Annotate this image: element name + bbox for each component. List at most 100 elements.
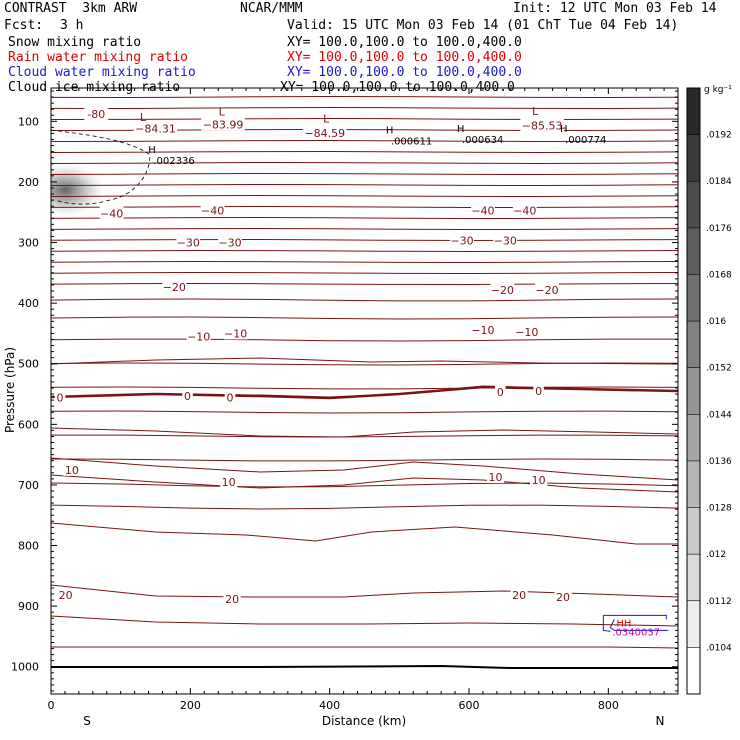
low-marker: L — [532, 105, 539, 118]
temperature-label: 10 — [222, 476, 236, 489]
temperature-label-bg — [530, 473, 548, 487]
isotherm-line — [51, 522, 678, 545]
temperature-label: 0 — [57, 392, 64, 405]
isotherm-line — [51, 427, 678, 438]
y-tick-label: 300 — [18, 237, 39, 250]
colorbar-segment — [687, 647, 700, 694]
x-axis-title: Distance (km) — [322, 714, 406, 728]
temperature-label-bg — [186, 329, 211, 343]
isotherm-line — [51, 161, 678, 165]
plot-frame — [50, 87, 679, 695]
high-marker-value: .000634 — [462, 135, 503, 146]
temperature-label-bg — [533, 384, 544, 397]
colorbar-segment — [687, 460, 700, 508]
isotherm-line — [51, 482, 678, 488]
isotherm-line — [51, 172, 678, 176]
y-tick-label: 400 — [18, 297, 39, 310]
colorbar-segment — [687, 367, 700, 415]
temperature-label-bg — [224, 390, 236, 404]
x-tick-label: 0 — [48, 699, 55, 712]
temperature-label: 20 — [512, 589, 526, 602]
colorbar-tick-label: .0184 — [706, 177, 732, 187]
colorbar-tick-label: .0176 — [706, 224, 732, 234]
temperature-label-bg — [201, 117, 245, 131]
isotherm-line — [51, 271, 678, 275]
temperature-label: −40 — [100, 207, 123, 220]
field-label-rain: Rain water mixing ratio — [8, 50, 189, 65]
colorbar-tick-label: .012 — [706, 550, 726, 560]
field-xy-snow: XY= 100.0,100.0 to 100.0,400.0 — [287, 35, 522, 50]
surface-line — [51, 664, 678, 669]
temperature-label: 10 — [65, 464, 79, 477]
temperature-label-bg — [512, 203, 537, 217]
isotherm-line — [51, 410, 678, 414]
temperature-label: −10 — [515, 326, 538, 339]
temperature-label: -80 — [87, 108, 105, 121]
isotherm-line — [51, 646, 678, 649]
temperature-label-bg — [63, 462, 81, 476]
y-tick-label: 200 — [18, 176, 39, 189]
colorbar-tick-label: .016 — [706, 317, 726, 327]
temperature-label-bg — [176, 235, 201, 249]
temperature-label-bg — [220, 474, 238, 488]
temperature-label: 0 — [227, 392, 234, 405]
header-fcst-value: 3 h — [60, 18, 84, 33]
field-xy-rain: XY= 100.0,100.0 to 100.0,400.0 — [287, 50, 522, 65]
temperature-label: 10 — [532, 474, 546, 487]
isotherm-line — [51, 504, 678, 510]
high-marker-value: .000611 — [391, 136, 432, 147]
isotherm-line — [51, 474, 678, 493]
temperature-label-bg — [514, 325, 539, 339]
header-valid: Valid: 15 UTC Mon 03 Feb 14 (01 ChT Tue … — [287, 18, 679, 33]
temperature-label: −40 — [471, 204, 494, 217]
isotherm-line — [51, 434, 678, 438]
zero-degree-isotherm — [51, 385, 678, 400]
colorbar-segment — [687, 227, 700, 275]
header-org: NCAR/MMM — [240, 1, 303, 16]
temperature-label: 0 — [184, 390, 191, 403]
high-marker-value: .002336 — [153, 156, 194, 167]
colorbar-tick-label: .0128 — [706, 504, 732, 514]
x-tick-label: 600 — [459, 699, 480, 712]
low-marker: L — [140, 111, 147, 124]
temperature-label-bg — [450, 233, 474, 247]
temperature-label: −30 — [177, 237, 200, 250]
temperature-label: −20 — [535, 284, 558, 297]
temperature-label-bg — [218, 235, 242, 249]
colorbar-segment — [687, 274, 700, 322]
temperature-label-bg — [54, 390, 66, 404]
temperature-label: 20 — [225, 593, 239, 606]
temperature-label-bg — [99, 206, 124, 220]
temperature-label: −20 — [163, 281, 186, 294]
temperature-label: −84.59 — [304, 127, 345, 140]
temperature-label-bg — [223, 326, 248, 340]
temperature-label: −84.31 — [135, 123, 176, 136]
isotherm-line — [51, 117, 678, 121]
temperature-label-bg — [182, 388, 193, 402]
colorbar-frame — [686, 87, 701, 695]
y-tick-label: 900 — [18, 600, 39, 613]
temperature-label-bg — [554, 590, 572, 604]
low-marker: L — [219, 106, 226, 119]
colorbar-tick-label: .0192 — [706, 131, 732, 141]
colorbar-tick-label: .0144 — [706, 410, 732, 420]
temperature-label-bg — [486, 470, 505, 484]
isotherm-line — [51, 183, 678, 187]
colorbar-segment — [687, 181, 700, 228]
temperature-label-bg — [520, 118, 564, 132]
cloud-water-value: .0340037 — [612, 627, 660, 638]
field-xy-cloud-water: XY= 100.0,100.0 to 100.0,400.0 — [287, 65, 522, 80]
high-marker: H — [148, 145, 156, 156]
isotherm-line — [51, 458, 678, 462]
isotherm-line — [51, 238, 678, 242]
temperature-label: −30 — [218, 237, 241, 250]
temperature-label: −30 — [494, 235, 517, 248]
colorbar-segment — [687, 88, 700, 135]
temperature-label: −30 — [450, 235, 473, 248]
colorbar-tick-label: .0104 — [706, 643, 732, 653]
field-label-cloud-water: Cloud water mixing ratio — [8, 65, 196, 80]
temperature-label-bg — [223, 591, 241, 605]
isotherm-line — [51, 615, 678, 627]
isotherm-line — [51, 249, 678, 253]
header-model: CONTRAST 3km ARW — [4, 1, 138, 16]
